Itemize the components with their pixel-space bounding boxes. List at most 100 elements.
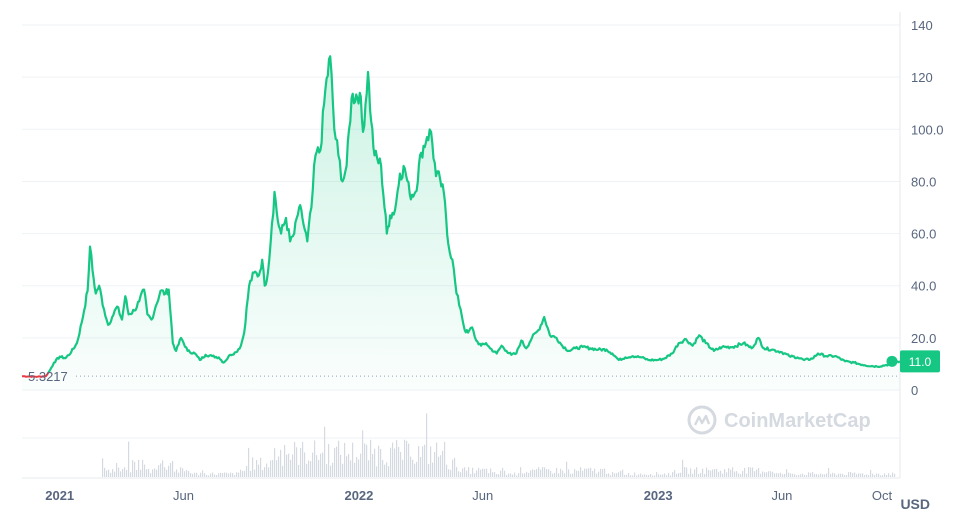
volume-bar — [390, 447, 392, 477]
volume-bar — [512, 474, 514, 477]
volume-bar — [384, 464, 386, 477]
volume-bar — [436, 442, 438, 477]
volume-bar — [532, 469, 534, 477]
volume-bar — [130, 472, 132, 477]
volume-bar — [418, 446, 420, 477]
volume-bar — [256, 460, 258, 477]
volume-bar — [722, 473, 724, 477]
volume-bar — [848, 472, 850, 477]
volume-bar — [546, 469, 548, 477]
volume-bar — [764, 472, 766, 477]
volume-bar — [254, 469, 256, 477]
volume-bar — [486, 468, 488, 477]
y-tick-label: 40.0 — [911, 279, 936, 294]
volume-bar — [594, 468, 596, 477]
volume-bar — [582, 470, 584, 477]
volume-bar — [872, 473, 874, 477]
volume-bar — [292, 454, 294, 477]
y-tick-label: 100.0 — [911, 122, 944, 137]
volume-bar — [826, 473, 828, 477]
volume-bar — [414, 463, 416, 477]
volume-bar — [786, 469, 788, 477]
x-tick-label: 2022 — [344, 488, 373, 503]
volume-bar — [726, 472, 728, 477]
volume-bar — [720, 470, 722, 477]
volume-bar — [120, 471, 122, 477]
volume-bar — [164, 467, 166, 477]
volume-bar — [286, 454, 288, 477]
volume-bar — [890, 475, 892, 477]
volume-bar — [420, 457, 422, 477]
volume-bar — [122, 469, 124, 477]
volume-bar — [624, 474, 626, 477]
volume-bar — [408, 443, 410, 477]
volume-bar — [784, 474, 786, 477]
volume-bar — [770, 471, 772, 477]
volume-bar — [278, 456, 280, 477]
volume-bar — [270, 460, 272, 477]
volume-bar — [894, 473, 896, 477]
volume-bar — [244, 470, 246, 477]
volume-bar — [858, 473, 860, 477]
volume-bar — [616, 473, 618, 477]
watermark-text: CoinMarketCap — [724, 410, 871, 432]
volume-bar — [154, 468, 156, 477]
volume-bar — [514, 472, 516, 477]
volume-bar — [406, 440, 408, 477]
volume-bar — [198, 475, 200, 477]
volume-bar — [258, 464, 260, 477]
price-line-up[interactable] — [47, 55, 901, 373]
volume-bar — [396, 440, 398, 477]
volume-bar — [404, 439, 406, 477]
volume-bar — [688, 474, 690, 477]
volume-bar — [110, 472, 112, 477]
volume-bar — [108, 469, 110, 477]
volume-bar — [400, 452, 402, 477]
volume-bar — [670, 475, 672, 477]
volume-bar — [516, 475, 518, 477]
volume-bar — [106, 470, 108, 477]
volume-bar — [836, 475, 838, 477]
volume-bar — [196, 472, 198, 477]
volume-bar — [704, 474, 706, 477]
volume-bar — [710, 470, 712, 477]
volume-bar — [156, 469, 158, 477]
volume-bar — [834, 473, 836, 477]
volume-bar — [622, 469, 624, 477]
volume-bar — [818, 474, 820, 477]
currency-label: USD — [900, 496, 930, 512]
volume-bar — [402, 459, 404, 477]
price-lines[interactable] — [22, 55, 901, 378]
volume-bar — [386, 462, 388, 477]
volume-bar — [180, 467, 182, 477]
volume-bar — [574, 469, 576, 477]
volume-bar — [458, 471, 460, 477]
volume-bar — [138, 459, 140, 477]
volume-bar — [456, 467, 458, 477]
volume-bar — [224, 472, 226, 477]
volume-bar — [294, 441, 296, 477]
volume-bar — [238, 472, 240, 477]
volume-bar — [754, 471, 756, 477]
volume-bar — [570, 473, 572, 477]
volume-bar — [518, 473, 520, 477]
volume-bar — [282, 465, 284, 477]
volume-bar — [736, 471, 738, 477]
volume-bar — [478, 467, 480, 477]
volume-bar — [364, 443, 366, 477]
volume-bar — [114, 471, 116, 477]
volume-bar — [692, 473, 694, 477]
price-line-down[interactable] — [22, 371, 50, 378]
volume-bar — [186, 470, 188, 477]
volume-bar — [742, 471, 744, 477]
volume-bar — [262, 470, 264, 477]
x-tick-label: Jun — [173, 488, 194, 503]
volume-bar — [648, 475, 650, 477]
volume-bar — [700, 472, 702, 477]
volume-bar — [530, 470, 532, 477]
volume-bar — [428, 464, 430, 477]
volume-bars — [102, 413, 896, 477]
volume-bar — [140, 469, 142, 477]
